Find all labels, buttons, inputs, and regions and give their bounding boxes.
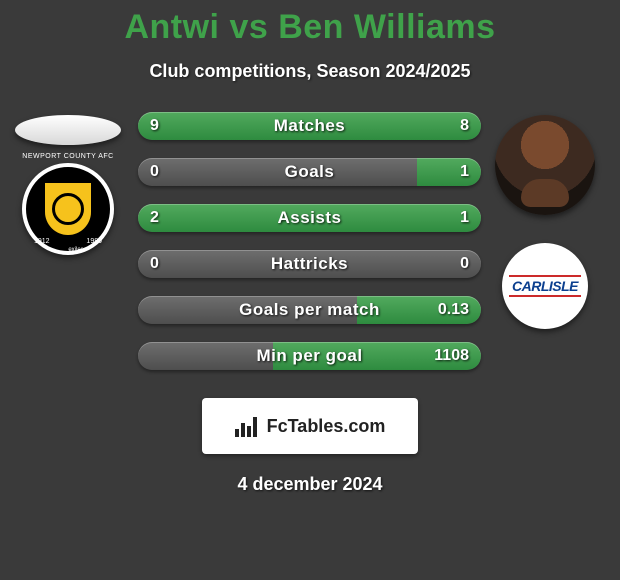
- comparison-bars: 98Matches 01Goals 21Assists 00Hattricks 0.13…: [138, 112, 481, 388]
- bar-label: Assists: [138, 204, 481, 232]
- bar-label: Hattricks: [138, 250, 481, 278]
- bar-label: Goals per match: [138, 296, 481, 324]
- bar-label: Min per goal: [138, 342, 481, 370]
- bar-row: 01Goals: [138, 158, 481, 186]
- bar-row: 1108Min per goal: [138, 342, 481, 370]
- bar-label: Goals: [138, 158, 481, 186]
- date-text: 4 december 2024: [0, 474, 620, 495]
- bar-row: 98Matches: [138, 112, 481, 140]
- subtitle: Club competitions, Season 2024/2025: [0, 61, 620, 82]
- bar-chart-icon: [235, 415, 261, 437]
- page-title: Antwi vs Ben Williams: [0, 0, 620, 47]
- bar-row: 21Assists: [138, 204, 481, 232]
- bar-label: Matches: [138, 112, 481, 140]
- bar-row: 00Hattricks: [138, 250, 481, 278]
- footer-brand-box: FcTables.com: [202, 398, 418, 454]
- footer-brand-text: FcTables.com: [267, 416, 386, 437]
- bar-row: 0.13Goals per match: [138, 296, 481, 324]
